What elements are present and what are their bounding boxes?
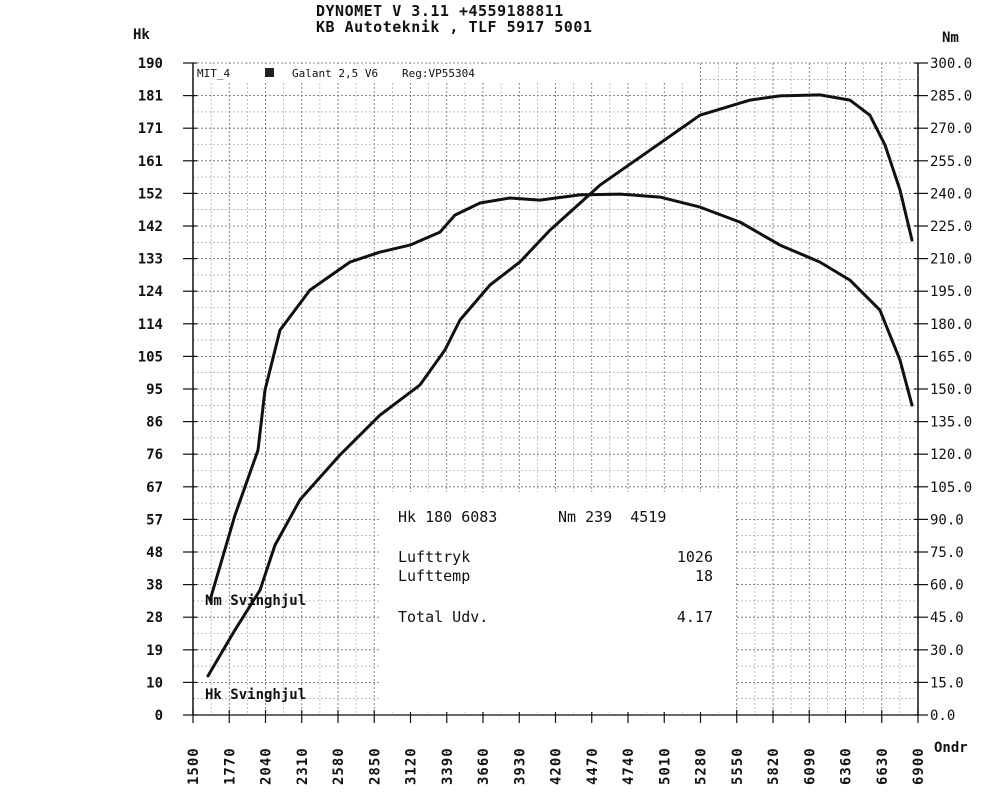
- lufttemp-label: Lufttemp: [398, 567, 471, 585]
- x-tick-label: 5820: [766, 747, 782, 785]
- right-tick-label: 90.0: [930, 512, 964, 528]
- x-tick-label: 2040: [259, 747, 275, 785]
- x-tick-label: 6360: [839, 747, 855, 785]
- header-line-1: DYNOMET V 3.11 +4559188811: [316, 2, 564, 20]
- left-tick-label: 19: [146, 643, 163, 659]
- lufttemp-row: Lufttemp 18: [398, 567, 713, 585]
- right-tick-label: 120.0: [930, 447, 972, 463]
- left-tick-label: 48: [146, 545, 163, 561]
- total-value: 4.17: [676, 608, 713, 626]
- left-tick-label: 86: [146, 415, 163, 431]
- legend-run: MIT_4: [197, 67, 230, 80]
- x-tick-label: 3390: [440, 747, 456, 785]
- right-tick-label: 165.0: [930, 349, 972, 365]
- torque-curve-label: Nm Svinghjul: [205, 593, 306, 609]
- left-tick-label: 190: [138, 56, 163, 72]
- left-tick-label: 161: [138, 154, 163, 170]
- right-tick-label: 180.0: [930, 317, 972, 333]
- header-line-2: KB Autoteknik , TLF 5917 5001: [316, 18, 593, 36]
- right-axis-label: Nm: [942, 30, 959, 46]
- right-tick-label: 285.0: [930, 89, 972, 105]
- legend-vehicle: Galant 2,5 V6: [292, 67, 378, 80]
- legend-marker-icon: [265, 68, 274, 77]
- peak-hk: Hk 180 6083: [398, 508, 498, 526]
- right-tick-label: 150.0: [930, 382, 972, 398]
- legend-reg: Reg:VP55304: [402, 67, 475, 80]
- left-tick-label: 171: [138, 121, 163, 137]
- left-tick-label: 152: [138, 186, 163, 202]
- power-curve: [206, 93, 914, 678]
- x-tick-label: 1500: [186, 747, 202, 785]
- left-tick-label: 0: [155, 708, 163, 724]
- left-tick-label: 38: [146, 578, 163, 594]
- x-tick-label: 2580: [331, 747, 347, 785]
- left-tick-label: 10: [146, 675, 163, 691]
- info-box: Hk 180 6083 Nm 239 4519 Lufttryk 1026 Luf…: [380, 492, 735, 712]
- right-tick-label: 45.0: [930, 610, 964, 626]
- left-axis-label: Hk: [133, 27, 150, 43]
- lufttemp-value: 18: [694, 567, 713, 585]
- x-tick-label: 4740: [621, 747, 637, 785]
- lufttryk-label: Lufttryk: [398, 548, 471, 566]
- right-tick-label: 195.0: [930, 284, 972, 300]
- total-row: Total Udv. 4.17: [398, 608, 713, 626]
- lufttryk-row: Lufttryk 1026: [398, 548, 713, 566]
- left-tick-label: 142: [138, 219, 163, 235]
- lufttryk-value: 1026: [676, 548, 713, 566]
- peak-nm: Nm 239 4519: [558, 508, 667, 526]
- right-tick-label: 30.0: [930, 643, 964, 659]
- left-tick-label: 133: [138, 252, 163, 268]
- left-tick-label: 67: [146, 480, 163, 496]
- right-tick-label: 75.0: [930, 545, 964, 561]
- total-label: Total Udv.: [398, 608, 489, 626]
- x-tick-label: 2310: [295, 747, 311, 785]
- left-tick-label: 181: [138, 89, 163, 105]
- right-tick-label: 60.0: [930, 578, 964, 594]
- right-tick-label: 0.0: [930, 708, 955, 724]
- left-tick-label: 28: [146, 610, 163, 626]
- x-tick-label: 6090: [802, 747, 818, 785]
- x-tick-label: 6900: [911, 747, 927, 785]
- right-tick-label: 105.0: [930, 480, 972, 496]
- power-curve-label: Hk Svinghjul: [205, 687, 306, 703]
- x-tick-label: 4470: [585, 747, 601, 785]
- x-tick-label: 3120: [404, 747, 420, 785]
- right-tick-label: 270.0: [930, 121, 972, 137]
- left-tick-label: 76: [146, 447, 163, 463]
- x-tick-label: 4200: [549, 747, 565, 785]
- x-axis-label: Ondr: [934, 740, 968, 756]
- right-tick-label: 15.0: [930, 675, 964, 691]
- x-tick-label: 3930: [512, 747, 528, 785]
- torque-curve: [208, 192, 914, 602]
- left-tick-label: 114: [138, 317, 163, 333]
- right-tick-label: 240.0: [930, 186, 972, 202]
- right-tick-label: 135.0: [930, 415, 972, 431]
- left-tick-label: 57: [146, 512, 163, 528]
- x-tick-label: 1770: [222, 747, 238, 785]
- right-tick-label: 225.0: [930, 219, 972, 235]
- right-tick-label: 210.0: [930, 252, 972, 268]
- x-tick-label: 3660: [476, 747, 492, 785]
- left-tick-label: 95: [146, 382, 163, 398]
- x-tick-label: 5280: [694, 747, 710, 785]
- left-tick-label: 105: [138, 349, 163, 365]
- x-tick-label: 5010: [657, 747, 673, 785]
- left-tick-label: 124: [138, 284, 163, 300]
- legend-background: [194, 64, 699, 81]
- x-tick-label: 2850: [367, 747, 383, 785]
- x-tick-label: 5550: [730, 747, 746, 785]
- x-tick-label: 6630: [875, 747, 891, 785]
- right-tick-label: 255.0: [930, 154, 972, 170]
- right-tick-label: 300.0: [930, 56, 972, 72]
